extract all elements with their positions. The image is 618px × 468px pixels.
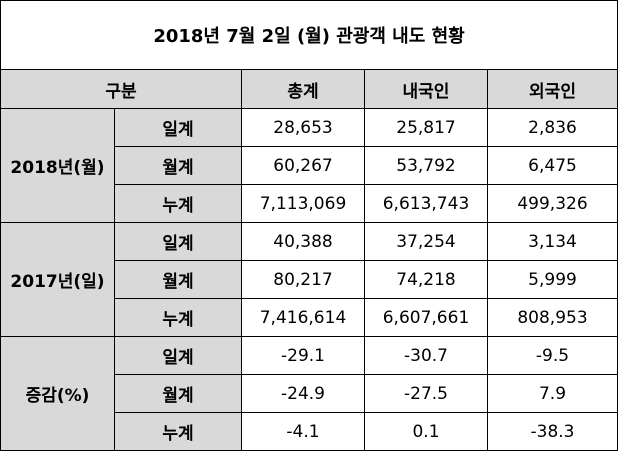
group-label-2017: 2017년(일) <box>0 222 115 337</box>
value-total: 7,113,069 <box>241 184 365 223</box>
row-label: 일계 <box>114 108 242 147</box>
table-row: 누계 7,113,069 6,613,743 499,326 <box>1 184 618 223</box>
group-label-change: 증감(%) <box>0 336 115 451</box>
row-label: 월계 <box>114 374 242 413</box>
table-row: 2017년(일) 일계 40,388 37,254 3,134 <box>0 222 618 337</box>
table-row: 증감(%) 일계 -29.1 -30.7 -9.5 <box>0 336 618 451</box>
table-row: 2018년(월) 일계 28,653 25,817 2,836 <box>0 108 618 223</box>
row-label: 누계 <box>114 184 242 223</box>
value-total: -29.1 <box>241 336 365 375</box>
value-domestic: 6,613,743 <box>364 184 488 223</box>
row-label: 일계 <box>114 222 242 261</box>
table-row: 월계 80,217 74,218 5,999 <box>1 260 618 299</box>
table-row: 누계 -4.1 0.1 -38.3 <box>1 412 618 451</box>
value-total: 7,416,614 <box>241 298 365 337</box>
header-row: 구분 총계 내국인 외국인 <box>0 69 618 109</box>
row-label: 누계 <box>114 412 242 451</box>
value-foreign: 5,999 <box>486 260 618 299</box>
value-domestic: 37,254 <box>364 222 488 261</box>
value-total: -24.9 <box>241 374 365 413</box>
table-row: 월계 -24.9 -27.5 7.9 <box>1 374 618 413</box>
table-row: 누계 7,416,614 6,607,661 808,953 <box>1 298 618 337</box>
row-label: 월계 <box>114 260 242 299</box>
value-total: 28,653 <box>241 108 365 147</box>
value-foreign: 7.9 <box>486 374 618 413</box>
row-label: 누계 <box>114 298 242 337</box>
value-domestic: 74,218 <box>364 260 488 299</box>
header-foreign: 외국인 <box>486 69 618 109</box>
value-foreign: 6,475 <box>486 146 618 185</box>
value-domestic: 53,792 <box>364 146 488 185</box>
value-foreign: 499,326 <box>486 184 618 223</box>
value-domestic: -27.5 <box>364 374 488 413</box>
header-total: 총계 <box>241 69 365 109</box>
value-total: 60,267 <box>241 146 365 185</box>
table-title: 2018년 7월 2일 (월) 관광객 내도 현황 <box>0 0 618 70</box>
tourist-arrivals-table: 2018년 7월 2일 (월) 관광객 내도 현황 구분 총계 내국인 외국인 … <box>0 0 618 451</box>
value-foreign: 3,134 <box>486 222 618 261</box>
table-row: 월계 60,267 53,792 6,475 <box>1 146 618 185</box>
row-label: 월계 <box>114 146 242 185</box>
value-foreign: 808,953 <box>486 298 618 337</box>
value-domestic: 6,607,661 <box>364 298 488 337</box>
value-total: 80,217 <box>241 260 365 299</box>
title-row: 2018년 7월 2일 (월) 관광객 내도 현황 <box>0 0 618 70</box>
value-domestic: -30.7 <box>364 336 488 375</box>
value-foreign: 2,836 <box>486 108 618 147</box>
value-total: 40,388 <box>241 222 365 261</box>
value-domestic: 0.1 <box>364 412 488 451</box>
value-foreign: -9.5 <box>486 336 618 375</box>
group-label-2018: 2018년(월) <box>0 108 115 223</box>
value-total: -4.1 <box>241 412 365 451</box>
value-foreign: -38.3 <box>486 412 618 451</box>
header-category: 구분 <box>0 69 242 109</box>
tourist-table-container: 2018년 7월 2일 (월) 관광객 내도 현황 구분 총계 내국인 외국인 … <box>0 0 618 451</box>
value-domestic: 25,817 <box>364 108 488 147</box>
header-domestic: 내국인 <box>364 69 488 109</box>
row-label: 일계 <box>114 336 242 375</box>
